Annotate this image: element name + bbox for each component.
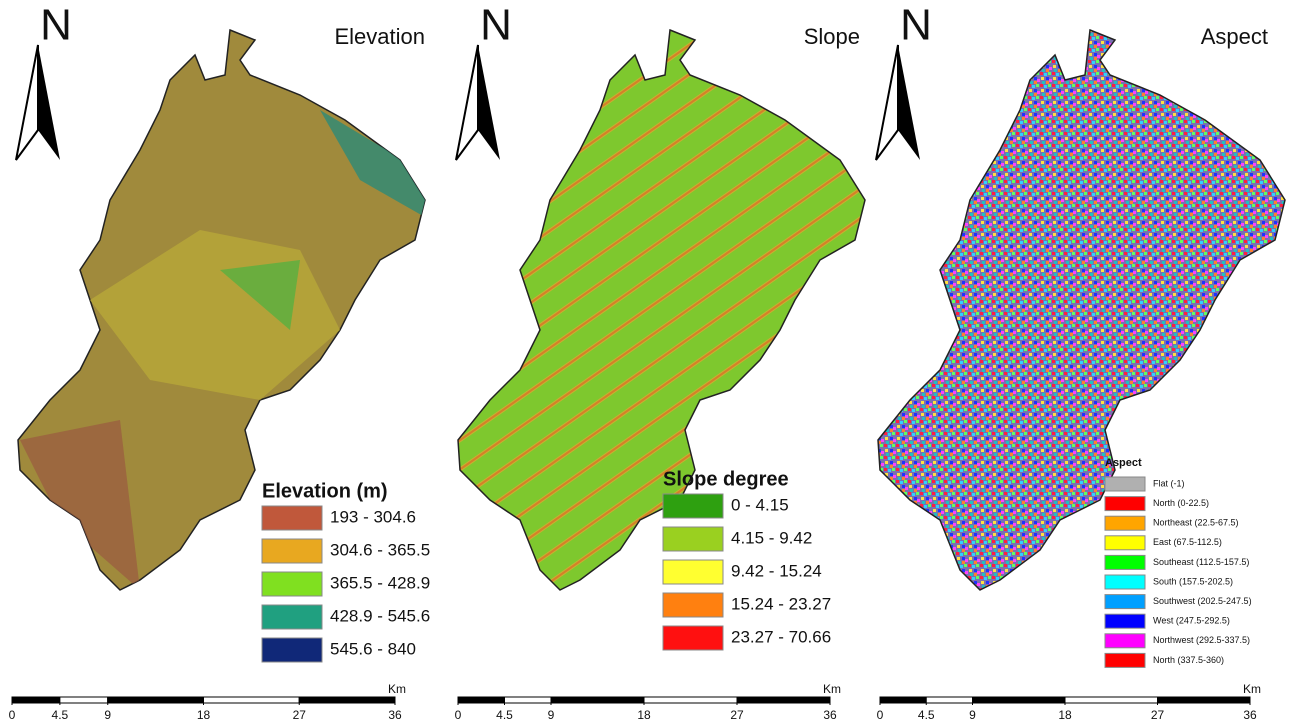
scale-segment — [299, 697, 395, 703]
legend-swatch — [262, 539, 322, 563]
scale-unit: Km — [823, 682, 841, 696]
elevation-map — [16, 30, 430, 590]
legend-swatch — [1105, 575, 1145, 589]
scale-segment — [505, 697, 552, 703]
legend-swatch — [1105, 634, 1145, 648]
scale-segment — [12, 697, 60, 703]
legend-label: 304.6 - 365.5 — [330, 540, 430, 559]
legend-label: East (67.5-112.5) — [1153, 537, 1222, 547]
legend-label: Northeast (22.5-67.5) — [1153, 518, 1239, 528]
legend-label: North (0-22.5) — [1153, 498, 1209, 508]
scale-label: 27 — [293, 708, 307, 722]
figure: Elevation N Elevation (m) 193 - 304.6 304.6 … — [0, 0, 1294, 727]
legend-label: 15.24 - 23.27 — [731, 594, 831, 613]
scale-label: 9 — [104, 708, 111, 722]
scale-label: 27 — [730, 708, 744, 722]
panel-title: Slope — [804, 24, 860, 49]
legend-swatch — [1105, 653, 1145, 667]
legend-label: 365.5 - 428.9 — [330, 573, 430, 592]
scale-unit: Km — [388, 682, 406, 696]
scale-label: 36 — [823, 708, 837, 722]
scale-segment — [880, 697, 926, 703]
scale-segment — [644, 697, 737, 703]
panel-title: Aspect — [1201, 24, 1268, 49]
scale-segment — [458, 697, 505, 703]
north-label: N — [40, 1, 72, 50]
legend-title: Slope degree — [663, 468, 789, 490]
scale-unit: Km — [1243, 682, 1261, 696]
legend-swatch — [663, 494, 723, 518]
scale-label: 0 — [9, 708, 16, 722]
legend-swatch — [1105, 477, 1145, 491]
scale-segment — [204, 697, 300, 703]
legend-label: 545.6 - 840 — [330, 639, 416, 658]
scale-label: 36 — [1243, 708, 1257, 722]
legend-label: Flat (-1) — [1153, 478, 1185, 488]
north-label: N — [480, 1, 512, 50]
legend-label: 4.15 - 9.42 — [731, 528, 812, 547]
scale-segment — [60, 697, 108, 703]
scale-label: 36 — [388, 708, 402, 722]
legend-swatch — [262, 638, 322, 662]
legend-label: Southwest (202.5-247.5) — [1153, 596, 1252, 606]
legend-swatch — [1105, 595, 1145, 609]
scale-label: 9 — [548, 708, 555, 722]
aspect-map — [876, 30, 1285, 590]
scale-label: 0 — [877, 708, 884, 722]
scale-segment — [926, 697, 972, 703]
legend-label: Northwest (292.5-337.5) — [1153, 635, 1250, 645]
legend-swatch — [262, 572, 322, 596]
slope-map — [456, 30, 865, 590]
legend-label: 0 - 4.15 — [731, 495, 789, 514]
scale-segment — [551, 697, 644, 703]
legend-swatch — [1105, 614, 1145, 628]
legend-label: 193 - 304.6 — [330, 507, 416, 526]
legend-swatch — [663, 527, 723, 551]
scale-label: 18 — [197, 708, 211, 722]
scale-segment — [108, 697, 204, 703]
scale-label: 9 — [969, 708, 976, 722]
legend-swatch — [663, 626, 723, 650]
legend-label: North (337.5-360) — [1153, 655, 1224, 665]
scale-segment — [1158, 697, 1251, 703]
scale-segment — [737, 697, 830, 703]
panel-title: Elevation — [334, 24, 425, 49]
legend-label: 9.42 - 15.24 — [731, 561, 822, 580]
scale-label: 0 — [455, 708, 462, 722]
legend-label: West (247.5-292.5) — [1153, 616, 1230, 626]
scale-label: 4.5 — [52, 708, 69, 722]
legend-title: Elevation (m) — [262, 480, 388, 502]
legend-title: Aspect — [1105, 457, 1142, 469]
legend-label: 428.9 - 545.6 — [330, 606, 430, 625]
legend-swatch — [663, 593, 723, 617]
legend-swatch — [262, 605, 322, 629]
scale-label: 18 — [637, 708, 651, 722]
legend-label: South (157.5-202.5) — [1153, 576, 1233, 586]
legend-swatch — [1105, 497, 1145, 511]
legend-label: Southeast (112.5-157.5) — [1153, 557, 1249, 567]
scale-segment — [973, 697, 1066, 703]
legend-swatch — [1105, 536, 1145, 550]
scale-label: 4.5 — [496, 708, 513, 722]
scale-label: 18 — [1058, 708, 1072, 722]
legend-swatch — [663, 560, 723, 584]
legend-swatch — [262, 506, 322, 530]
legend-label: 23.27 - 70.66 — [731, 627, 831, 646]
legend-swatch — [1105, 555, 1145, 569]
scale-label: 4.5 — [918, 708, 935, 722]
legend-swatch — [1105, 516, 1145, 530]
scale-label: 27 — [1151, 708, 1165, 722]
scale-segment — [1065, 697, 1158, 703]
north-label: N — [900, 1, 932, 50]
